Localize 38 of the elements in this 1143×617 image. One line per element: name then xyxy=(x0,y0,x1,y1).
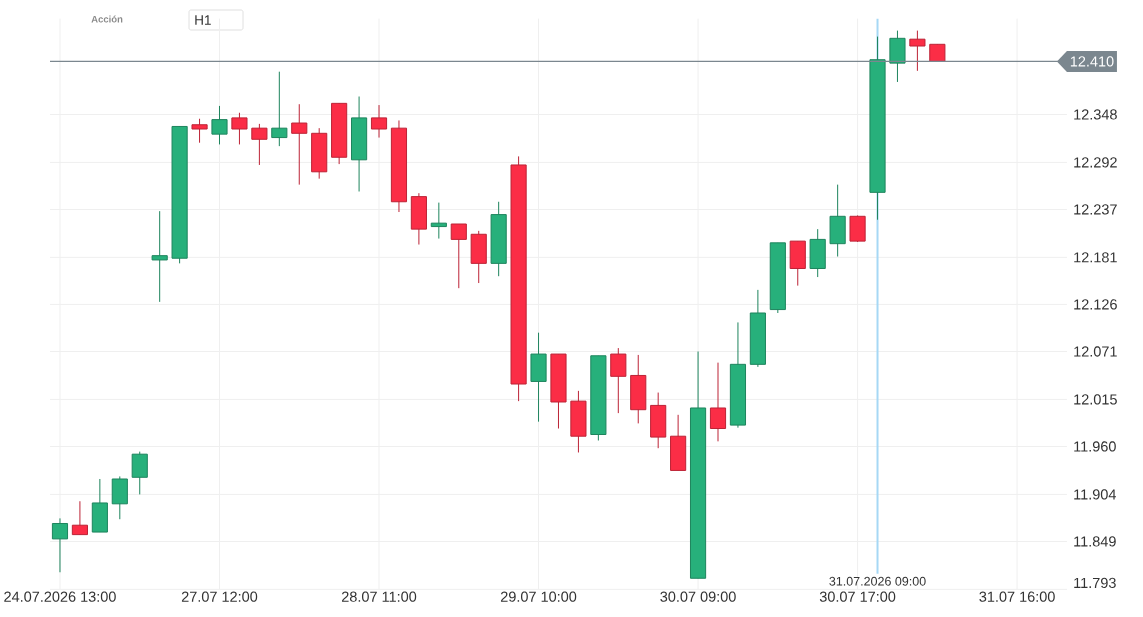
y-tick-label: 11.904 xyxy=(1074,489,1116,500)
candlestick xyxy=(291,103,308,186)
candlestick xyxy=(709,362,727,442)
y-tick-label: 11.849 xyxy=(1074,536,1116,547)
y-tick-label: 12.126 xyxy=(1074,299,1117,310)
y-tick-label: 12.348 xyxy=(1074,109,1117,120)
y-tick-label: 11.793 xyxy=(1074,577,1116,589)
ref-line-label: 12.410 xyxy=(1070,56,1114,67)
candlestick xyxy=(131,451,148,495)
x-tick-label: 31.07 16:00 xyxy=(979,591,1055,602)
chart-subtitle: Acción xyxy=(91,15,123,23)
candlestick xyxy=(191,118,208,144)
candlestick xyxy=(71,500,88,536)
x-tick-label: 27.07 12:00 xyxy=(181,591,258,602)
candlestick xyxy=(211,105,228,145)
x-tick-label: 31.07.2026 09:00 xyxy=(829,576,926,586)
candlestick xyxy=(231,112,248,145)
annotation: H1 xyxy=(195,15,211,25)
candlestick xyxy=(430,202,447,240)
x-tick-label: 29.07 10:00 xyxy=(500,591,577,602)
candlestick xyxy=(450,223,467,289)
candlestick xyxy=(610,347,627,414)
y-tick-label: 11.960 xyxy=(1074,441,1116,452)
candlestick xyxy=(51,517,69,573)
candlestick xyxy=(271,71,288,147)
y-tick-label: 12.292 xyxy=(1074,157,1117,168)
x-tick-label: 30.07 17:00 xyxy=(819,591,896,602)
y-tick-label: 12.015 xyxy=(1074,394,1117,405)
y-tick-label: 12.237 xyxy=(1074,204,1117,215)
candlestick xyxy=(909,30,926,72)
y-tick-label: 12.181 xyxy=(1074,252,1117,263)
candlestick xyxy=(151,210,168,303)
x-tick-label: 30.07 09:00 xyxy=(660,591,736,602)
x-tick-label: 28.07 11:00 xyxy=(342,591,417,602)
x-tick-label: 24.07.2026 13:00 xyxy=(4,591,116,602)
candlestick xyxy=(251,123,268,166)
candlestick xyxy=(370,104,388,139)
y-tick-label: 12.071 xyxy=(1074,346,1117,357)
